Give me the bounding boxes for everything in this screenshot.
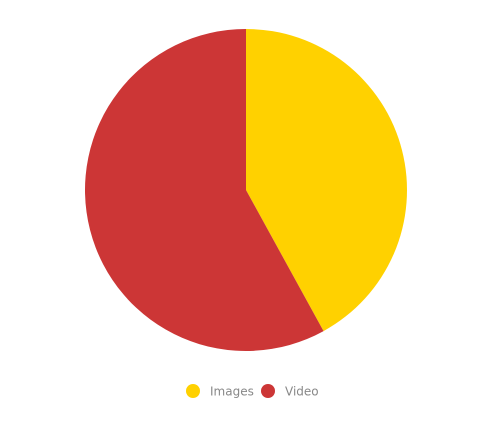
legend-swatch[interactable] xyxy=(186,384,200,398)
legend-label[interactable]: Video xyxy=(285,385,319,399)
legend-label[interactable]: Images xyxy=(210,385,254,399)
legend-swatch[interactable] xyxy=(261,384,275,398)
pie-slice xyxy=(246,29,408,332)
pie-slice xyxy=(85,29,324,352)
